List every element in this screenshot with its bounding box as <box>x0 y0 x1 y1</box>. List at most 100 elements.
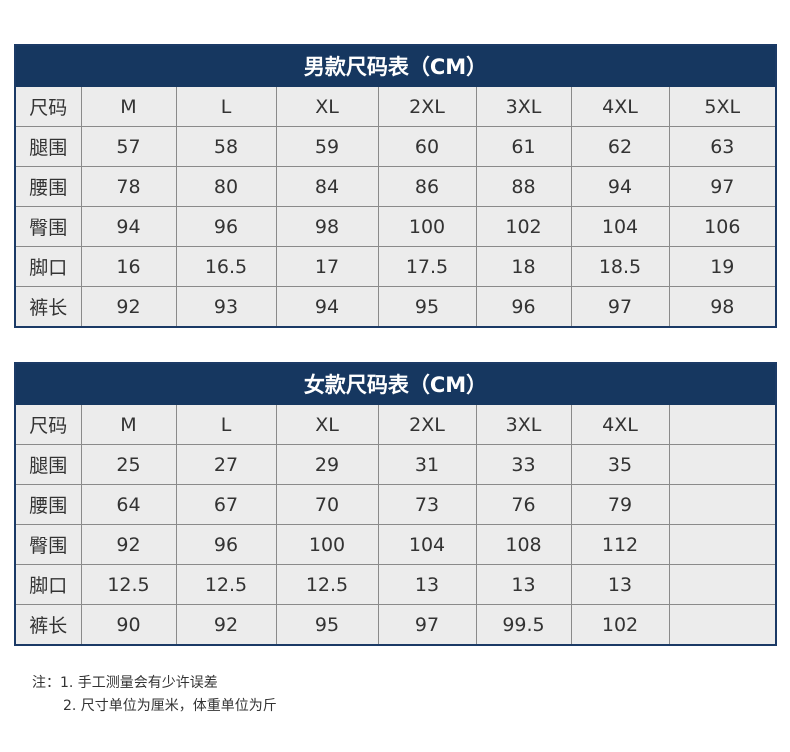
table-row: 臀围 94 96 98 100 102 104 106 <box>14 206 777 247</box>
table-cell: 79 <box>570 484 670 525</box>
table-cell: 16.5 <box>175 246 277 287</box>
table-cell: 12.5 <box>175 564 277 605</box>
table-cell <box>668 444 777 485</box>
row-label: 腰围 <box>14 484 82 525</box>
row-label: 裤长 <box>14 604 82 646</box>
table-cell: M <box>80 86 177 127</box>
table-cell: 17 <box>275 246 379 287</box>
table-cell: 27 <box>175 444 277 485</box>
table-cell: 13 <box>475 564 572 605</box>
men-size-table: 男款尺码表（CM） 尺码 M L XL 2XL 3XL 4XL 5XL 腿围 57 58 59 60 61… <box>14 44 778 328</box>
table-cell: 102 <box>475 206 572 247</box>
table-cell: 98 <box>275 206 379 247</box>
table-cell: 78 <box>80 166 177 207</box>
table-cell: 58 <box>175 126 277 167</box>
table-cell: 60 <box>377 126 477 167</box>
table-cell <box>668 524 777 565</box>
table-cell: 67 <box>175 484 277 525</box>
table-cell: 94 <box>275 286 379 328</box>
row-label: 臀围 <box>14 206 82 247</box>
table-cell: 63 <box>668 126 777 167</box>
women-table-title: 女款尺码表（CM） <box>14 362 777 405</box>
row-label: 臀围 <box>14 524 82 565</box>
table-cell: 3XL <box>475 86 572 127</box>
table-cell: 100 <box>275 524 379 565</box>
table-cell: 104 <box>377 524 477 565</box>
table-cell <box>668 564 777 605</box>
table-cell: 94 <box>80 206 177 247</box>
table-cell: 13 <box>377 564 477 605</box>
table-cell: M <box>80 404 177 445</box>
table-cell: 104 <box>570 206 670 247</box>
table-cell: 29 <box>275 444 379 485</box>
table-cell: 84 <box>275 166 379 207</box>
table-cell: XL <box>275 86 379 127</box>
women-size-table: 女款尺码表（CM） 尺码 M L XL 2XL 3XL 4XL 腿围 25 27 29 31 33 35 腰… <box>14 362 778 646</box>
table-cell: 17.5 <box>377 246 477 287</box>
table-cell: 98 <box>668 286 777 328</box>
table-cell: 3XL <box>475 404 572 445</box>
table-cell: 18 <box>475 246 572 287</box>
table-cell: 96 <box>475 286 572 328</box>
table-cell: 96 <box>175 206 277 247</box>
table-row: 腰围 78 80 84 86 88 94 97 <box>14 166 777 207</box>
table-cell <box>668 604 777 646</box>
table-cell: 70 <box>275 484 379 525</box>
table-row: 裤长 92 93 94 95 96 97 98 <box>14 286 777 328</box>
table-cell: 95 <box>275 604 379 646</box>
table-cell: 4XL <box>570 86 670 127</box>
table-row: 腿围 57 58 59 60 61 62 63 <box>14 126 777 167</box>
table-cell: 59 <box>275 126 379 167</box>
row-label: 腿围 <box>14 126 82 167</box>
row-label: 尺码 <box>14 404 82 445</box>
table-cell: 13 <box>570 564 670 605</box>
table-cell: L <box>175 404 277 445</box>
table-cell: 19 <box>668 246 777 287</box>
table-row: 裤长 90 92 95 97 99.5 102 <box>14 604 777 646</box>
table-cell: 62 <box>570 126 670 167</box>
table-cell: 16 <box>80 246 177 287</box>
note-line-2: 2. 尺寸单位为厘米，体重单位为斤 <box>63 698 277 714</box>
table-cell: 33 <box>475 444 572 485</box>
table-cell: 97 <box>668 166 777 207</box>
table-cell: 4XL <box>570 404 670 445</box>
table-cell: 99.5 <box>475 604 572 646</box>
table-cell: 95 <box>377 286 477 328</box>
note-line-1: 注：1. 手工测量会有少许误差 <box>32 675 218 691</box>
table-cell: XL <box>275 404 379 445</box>
size-header-row: 尺码 M L XL 2XL 3XL 4XL 5XL <box>14 86 777 127</box>
table-cell: 61 <box>475 126 572 167</box>
row-label: 脚口 <box>14 564 82 605</box>
table-cell: 92 <box>175 604 277 646</box>
table-row: 脚口 12.5 12.5 12.5 13 13 13 <box>14 564 777 605</box>
table-cell: 88 <box>475 166 572 207</box>
row-label: 尺码 <box>14 86 82 127</box>
table-cell: 73 <box>377 484 477 525</box>
table-cell: 64 <box>80 484 177 525</box>
row-label: 脚口 <box>14 246 82 287</box>
table-cell: 92 <box>80 286 177 328</box>
table-cell: 5XL <box>668 86 777 127</box>
row-label: 裤长 <box>14 286 82 328</box>
table-cell: 102 <box>570 604 670 646</box>
table-cell: 35 <box>570 444 670 485</box>
table-cell: 93 <box>175 286 277 328</box>
table-cell: 97 <box>570 286 670 328</box>
table-cell: 106 <box>668 206 777 247</box>
table-cell: 112 <box>570 524 670 565</box>
table-cell: L <box>175 86 277 127</box>
table-cell: 80 <box>175 166 277 207</box>
table-row: 臀围 92 96 100 104 108 112 <box>14 524 777 565</box>
men-table-title: 男款尺码表（CM） <box>14 44 777 87</box>
table-cell: 94 <box>570 166 670 207</box>
table-cell: 12.5 <box>80 564 177 605</box>
row-label: 腰围 <box>14 166 82 207</box>
size-header-row: 尺码 M L XL 2XL 3XL 4XL <box>14 404 777 445</box>
table-cell: 97 <box>377 604 477 646</box>
table-cell: 2XL <box>377 86 477 127</box>
table-cell: 25 <box>80 444 177 485</box>
table-cell: 92 <box>80 524 177 565</box>
table-cell: 96 <box>175 524 277 565</box>
table-cell: 86 <box>377 166 477 207</box>
table-cell: 108 <box>475 524 572 565</box>
